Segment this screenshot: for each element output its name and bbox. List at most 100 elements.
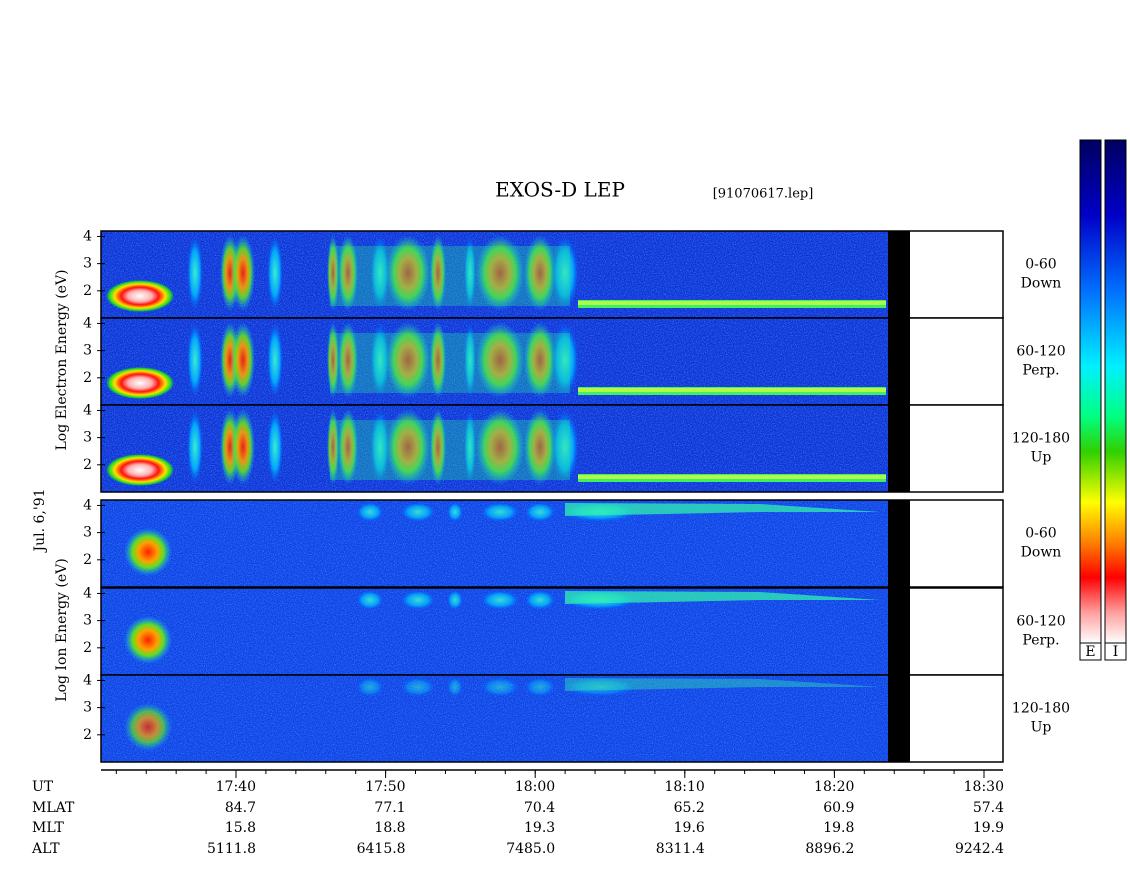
feature <box>565 678 880 691</box>
x-row-value: 18:00 <box>515 779 555 795</box>
panel-range: 0-60 <box>1025 257 1056 273</box>
y-tick-label: 4 <box>83 585 92 601</box>
row-name: MLAT <box>32 800 75 816</box>
feature <box>338 322 358 398</box>
x-row-value: 19.6 <box>674 820 705 836</box>
x-row-value: 60.9 <box>823 800 854 816</box>
feature <box>400 590 436 610</box>
panel-range: 120-180 <box>1012 431 1070 447</box>
panel-frame <box>100 404 1004 493</box>
feature <box>560 677 640 697</box>
feature <box>430 409 446 485</box>
feature <box>106 367 174 399</box>
panel-range: 120-180 <box>1012 701 1070 717</box>
data-gap <box>888 231 910 318</box>
y-tick-label: 4 <box>83 228 92 244</box>
x-row-value: 70.4 <box>524 800 555 816</box>
y-tick-label: 2 <box>83 457 92 473</box>
feature <box>356 590 384 610</box>
feature <box>464 235 476 311</box>
y-tick-label: 4 <box>83 672 92 688</box>
feature <box>551 322 579 398</box>
feature <box>124 528 172 576</box>
y-tick-label: 3 <box>83 700 92 716</box>
feature <box>480 502 520 522</box>
y-tick-label: 3 <box>83 256 92 272</box>
x-row-value: 84.7 <box>225 800 256 816</box>
feature <box>447 502 463 522</box>
feature <box>578 301 886 305</box>
feature <box>231 322 255 398</box>
y-tick-label: 2 <box>83 552 92 568</box>
feature <box>370 235 390 311</box>
panel-range: 60-120 <box>1016 614 1065 630</box>
x-row-value: 18:20 <box>814 779 854 795</box>
row-name: MLT <box>32 820 64 836</box>
date: Jul. 6,'91 <box>32 488 48 553</box>
feature <box>578 475 886 479</box>
feature <box>231 235 255 311</box>
feature <box>524 235 556 311</box>
feature <box>338 235 358 311</box>
colorbar <box>1104 139 1127 644</box>
y-tick-label: 3 <box>83 343 92 359</box>
feature <box>464 322 476 398</box>
feature <box>464 409 476 485</box>
feature <box>524 590 556 610</box>
feature <box>551 409 579 485</box>
colorbar-label-box <box>1104 642 1127 661</box>
x-row-value: 17:40 <box>216 779 256 795</box>
empty-area <box>910 231 1003 318</box>
feature <box>476 322 524 398</box>
feature <box>356 677 384 697</box>
x-row-value: 18.8 <box>374 820 405 836</box>
feature <box>267 409 283 485</box>
feature <box>551 235 579 311</box>
feature <box>476 409 524 485</box>
feature <box>187 409 203 485</box>
file-name: [91070617.lep] <box>713 187 814 202</box>
empty-area <box>910 675 1003 762</box>
feature <box>124 703 172 751</box>
x-row-value: 6415.8 <box>357 841 406 857</box>
x-row-value: 19.9 <box>973 820 1004 836</box>
panel-range: 0-60 <box>1025 526 1056 542</box>
y-tick-label: 4 <box>83 497 92 513</box>
feature <box>578 388 886 392</box>
x-row-value: 19.3 <box>524 820 555 836</box>
y-tick-label: 3 <box>83 613 92 629</box>
y-tick-label: 2 <box>83 370 92 386</box>
colorbar-label: E <box>1085 644 1095 660</box>
x-row-value: 18:10 <box>664 779 704 795</box>
feature <box>386 409 430 485</box>
x-row-value: 15.8 <box>225 820 256 836</box>
x-row-value: 18:30 <box>964 779 1004 795</box>
x-row-value: 19.8 <box>823 820 854 836</box>
data-gap <box>888 318 910 405</box>
x-row-value: 8896.2 <box>805 841 854 857</box>
feature <box>386 322 430 398</box>
y-tick-label: 2 <box>83 640 92 656</box>
x-row-value: 9242.4 <box>955 841 1004 857</box>
panel-range: 60-120 <box>1016 344 1065 360</box>
feature <box>327 322 339 398</box>
colorbar-label: I <box>1113 644 1119 660</box>
panel-direction: Up <box>1031 720 1052 736</box>
feature <box>231 409 255 485</box>
panel-frame <box>100 499 1004 588</box>
feature <box>386 235 430 311</box>
x-row-value: 57.4 <box>973 800 1004 816</box>
panel-direction: Perp. <box>1022 363 1059 379</box>
feature <box>327 235 339 311</box>
data-gap <box>888 500 910 587</box>
panel-direction: Down <box>1021 276 1062 292</box>
data-gap <box>888 588 910 675</box>
feature <box>524 322 556 398</box>
y-tick-label: 4 <box>83 315 92 331</box>
y-axis-label: Log Electron Energy (eV) <box>54 269 70 450</box>
y-tick-label: 3 <box>83 525 92 541</box>
panel-direction: Perp. <box>1022 633 1059 649</box>
feature <box>187 235 203 311</box>
y-tick-label: 2 <box>83 727 92 743</box>
